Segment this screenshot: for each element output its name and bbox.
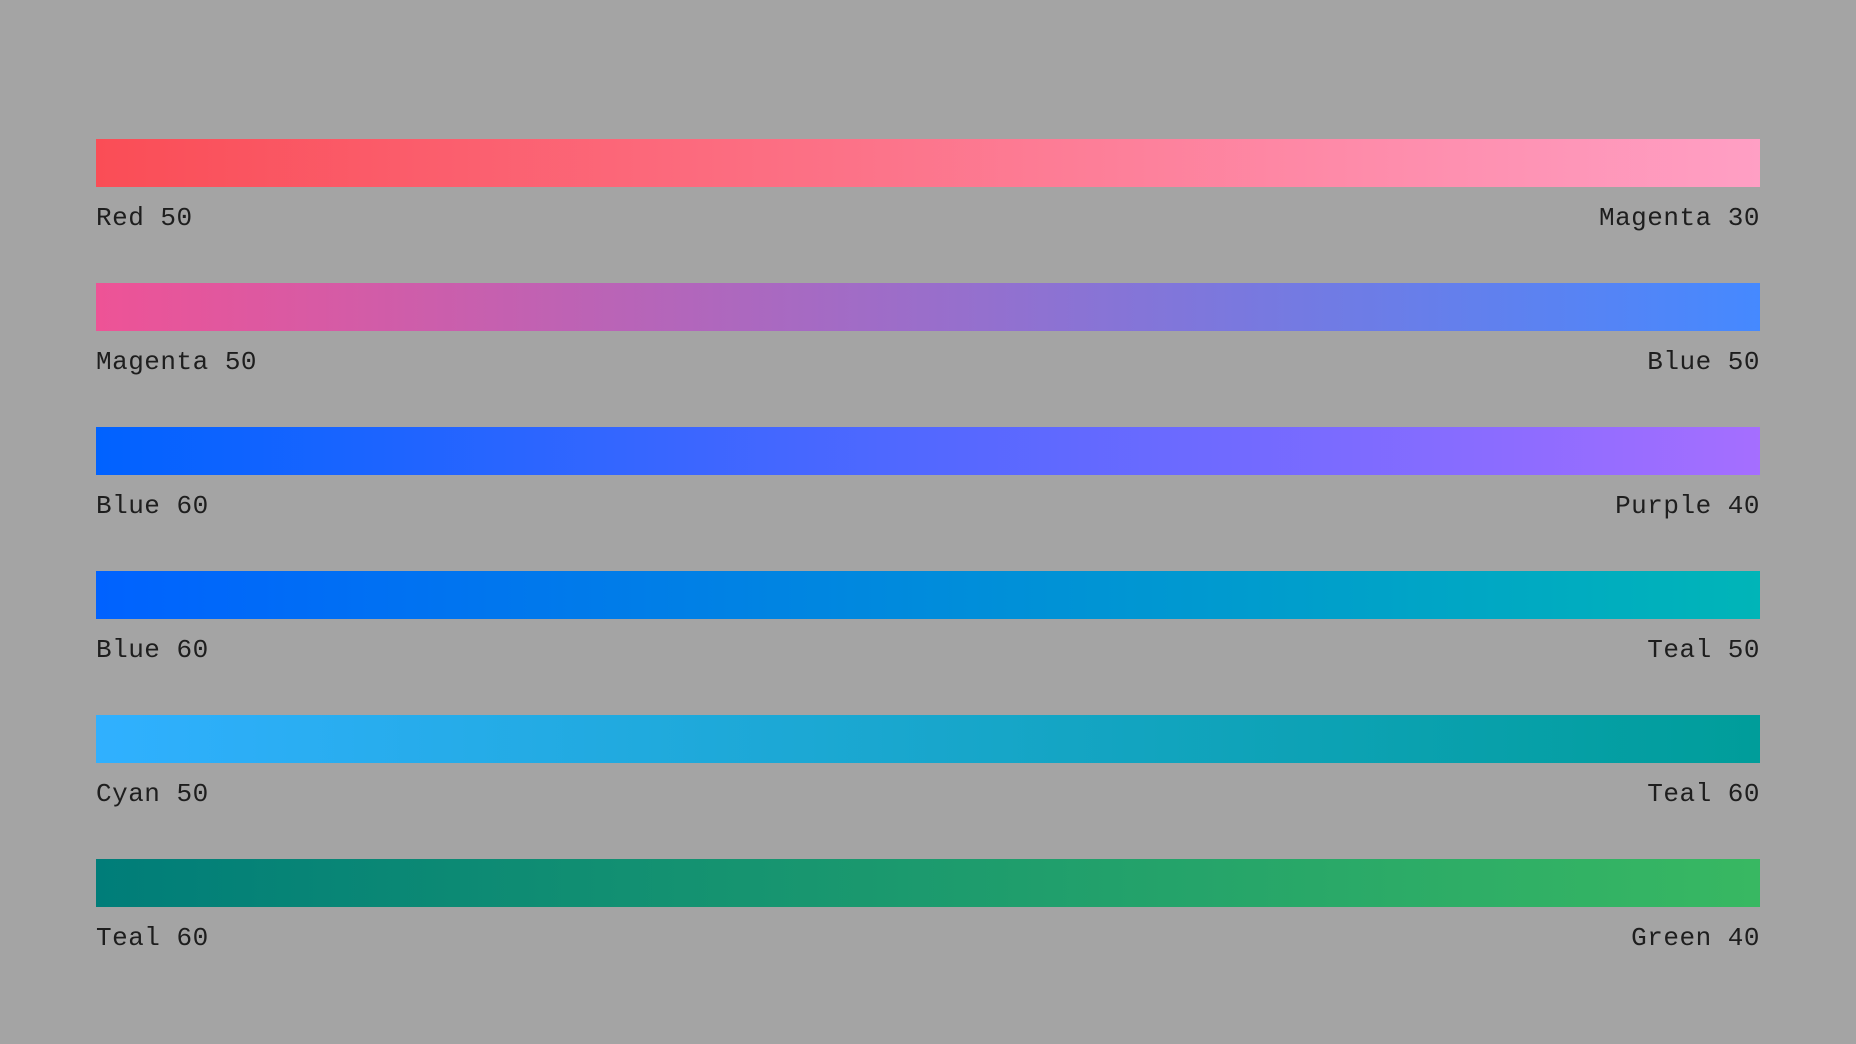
gradient-end-label: Blue 50 (1647, 347, 1760, 377)
gradient-row: Blue 60 Teal 50 (96, 571, 1760, 671)
gradient-end-label: Purple 40 (1615, 491, 1760, 521)
gradient-bar (96, 283, 1760, 331)
gradient-end-label: Magenta 30 (1598, 203, 1760, 233)
gradient-bar (96, 139, 1760, 187)
gradient-start-label: Blue 60 (96, 635, 209, 665)
gradient-bar (96, 571, 1760, 619)
gradient-row: Magenta 50 Blue 50 (96, 283, 1760, 383)
gradient-row: Red 50 Magenta 30 (96, 139, 1760, 239)
gradient-row: Teal 60 Green 40 (96, 859, 1760, 959)
gradient-start-label: Blue 60 (96, 491, 209, 521)
gradient-row: Blue 60 Purple 40 (96, 427, 1760, 527)
gradient-bar (96, 427, 1760, 475)
gradient-row: Cyan 50 Teal 60 (96, 715, 1760, 815)
gradient-start-label: Teal 60 (96, 923, 209, 953)
gradient-start-label: Magenta 50 (96, 347, 258, 377)
gradient-end-label: Green 40 (1631, 923, 1760, 953)
gradient-start-label: Red 50 (96, 203, 193, 233)
gradient-end-label: Teal 50 (1647, 635, 1760, 665)
gradient-end-label: Teal 60 (1647, 779, 1760, 809)
gradient-bar (96, 715, 1760, 763)
gradient-bar (96, 859, 1760, 907)
gradient-start-label: Cyan 50 (96, 779, 209, 809)
